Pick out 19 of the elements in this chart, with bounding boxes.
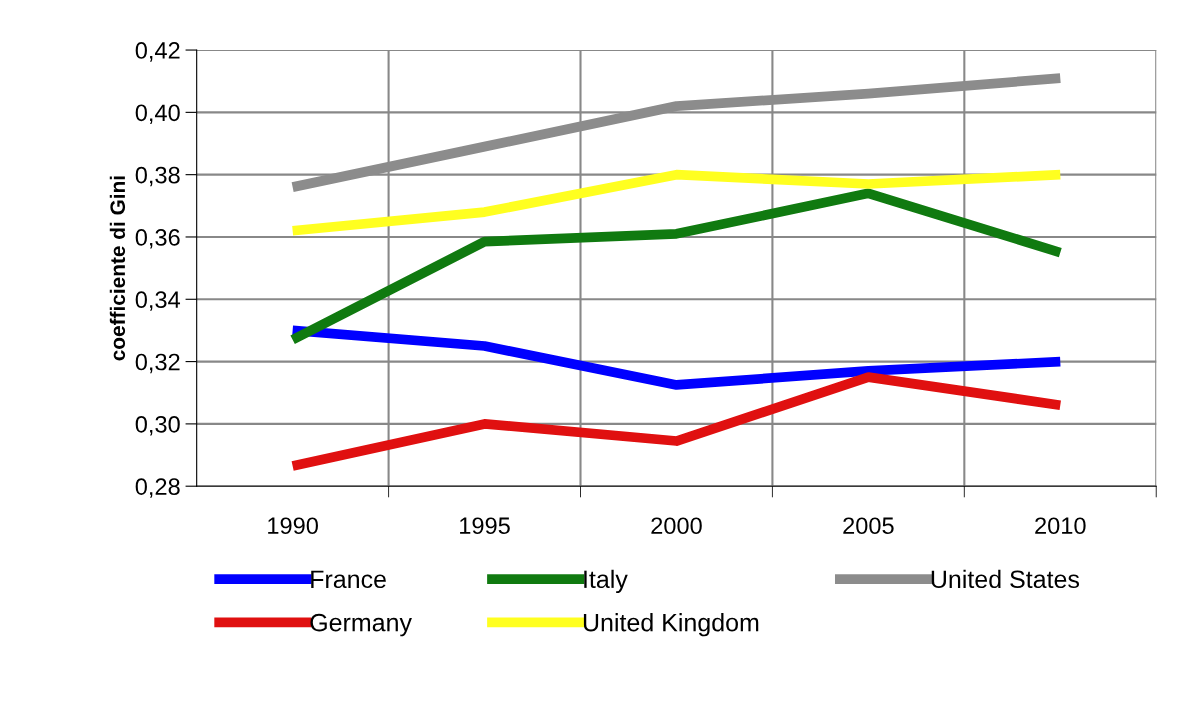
y-tick-label: 0,34 [135, 291, 181, 311]
x-tick-label: 1995 [460, 517, 510, 535]
legend-label: Italy [584, 569, 628, 594]
y-tick-label: 0,28 [135, 478, 180, 498]
legend-label: France [311, 570, 386, 589]
y-tick-label: 0,30 [135, 415, 180, 436]
y-tick-label: 0,32 [135, 353, 180, 374]
y-axis-title: coefficiente di Gini [109, 176, 126, 361]
legend-label: United States [931, 569, 1080, 589]
x-tick-label: 2010 [1035, 517, 1086, 535]
y-tick-label: 0,40 [135, 104, 180, 124]
legend-label: United Kingdom [583, 613, 759, 637]
y-tick-label: 0,42 [135, 42, 180, 62]
legend-label: Germany [310, 613, 412, 637]
y-tick-label: 0,36 [135, 229, 180, 249]
x-tick-label: 1990 [268, 517, 318, 535]
y-tick-label: 0,38 [135, 166, 180, 187]
x-tick-label: 2005 [843, 517, 894, 535]
x-tick-label: 2000 [651, 517, 702, 535]
